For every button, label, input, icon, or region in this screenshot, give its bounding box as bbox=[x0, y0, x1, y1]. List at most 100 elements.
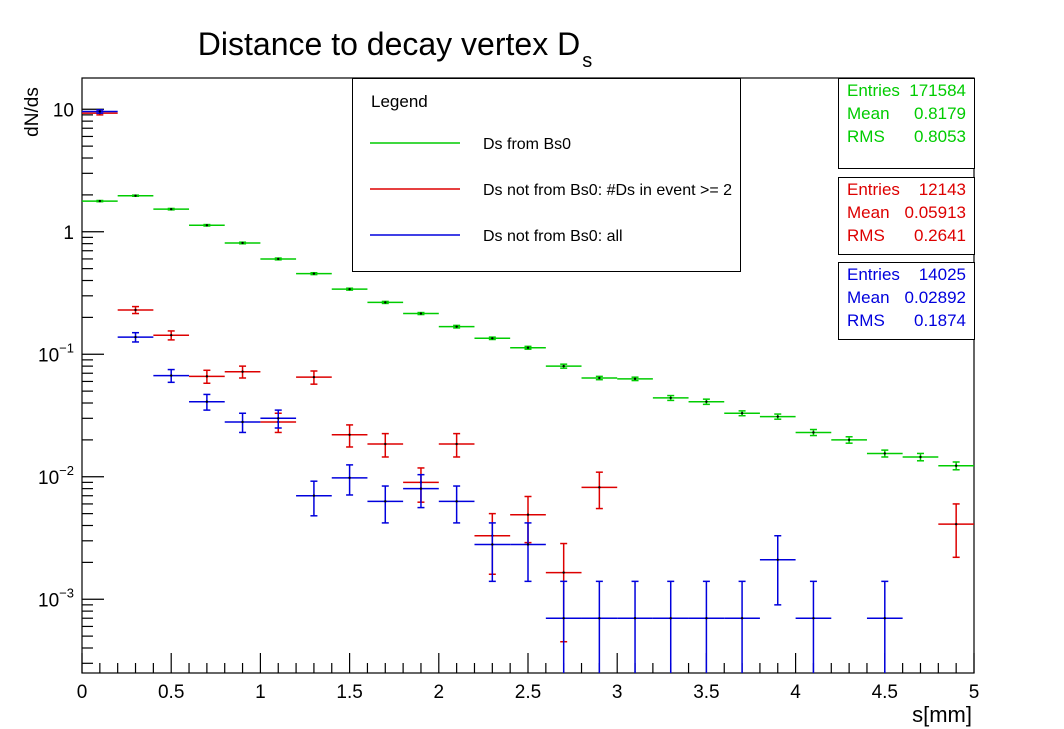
data-point bbox=[438, 432, 475, 458]
marker bbox=[954, 522, 958, 526]
marker bbox=[205, 375, 209, 378]
stats-value: 171584 bbox=[909, 81, 966, 100]
data-point bbox=[82, 109, 118, 114]
marker bbox=[277, 417, 280, 420]
x-tick-label: 2 bbox=[434, 682, 445, 703]
x-tick-label: 3.5 bbox=[693, 682, 719, 703]
marker bbox=[384, 442, 387, 446]
stats-box-3: Entries 14025 Mean 0.02892 RMS 0.1874 bbox=[838, 262, 975, 340]
data-point bbox=[153, 207, 190, 211]
data-point bbox=[581, 580, 618, 673]
data-point bbox=[296, 271, 332, 276]
marker bbox=[812, 431, 815, 434]
data-point bbox=[545, 580, 582, 673]
marker bbox=[241, 241, 244, 245]
data-point bbox=[474, 522, 511, 583]
marker bbox=[455, 442, 458, 446]
marker bbox=[491, 337, 494, 340]
axes: 0 0.5 1 1.5 2 2.5 3 3.5 4 4.5 5 10 1 10−1 10−2 10−3 bbox=[38, 100, 979, 703]
marker bbox=[348, 476, 351, 480]
marker bbox=[776, 558, 779, 561]
stats-value: 0.2641 bbox=[914, 226, 966, 245]
stats-value: 0.8053 bbox=[914, 127, 966, 146]
marker bbox=[170, 374, 173, 377]
data-point bbox=[296, 480, 332, 517]
marker bbox=[455, 325, 458, 328]
data-point bbox=[581, 471, 618, 510]
series-layer bbox=[82, 109, 974, 673]
data-point bbox=[831, 436, 867, 444]
data-point bbox=[617, 376, 653, 382]
data-point bbox=[688, 580, 725, 673]
data-point bbox=[866, 449, 903, 458]
marker bbox=[883, 617, 886, 620]
stats-key: Entries bbox=[847, 81, 900, 100]
data-point bbox=[438, 485, 475, 524]
stats-key: RMS bbox=[847, 311, 885, 330]
stats-row: Entries 171584 bbox=[839, 79, 974, 102]
series-2 bbox=[82, 110, 974, 643]
stats-row: Mean 0.05913 bbox=[839, 201, 974, 224]
marker bbox=[954, 464, 958, 467]
marker bbox=[526, 513, 530, 516]
marker bbox=[98, 199, 102, 203]
marker bbox=[455, 500, 458, 503]
stats-value: 0.05913 bbox=[904, 203, 966, 222]
stats-row: Entries 12143 bbox=[839, 178, 974, 201]
x-tick-label: 4.5 bbox=[872, 682, 898, 703]
marker bbox=[598, 486, 601, 489]
stats-key: Mean bbox=[847, 288, 890, 307]
data-point bbox=[367, 432, 404, 458]
marker bbox=[241, 420, 244, 424]
data-point bbox=[82, 199, 118, 203]
data-point bbox=[224, 412, 261, 434]
marker bbox=[847, 438, 851, 442]
x-tick-label: 0 bbox=[77, 682, 88, 703]
stats-row: RMS 0.2641 bbox=[839, 224, 974, 247]
legend-label: Ds not from Bs0: all bbox=[483, 228, 623, 245]
data-point bbox=[438, 324, 475, 329]
y-axis-label: dN/ds bbox=[22, 87, 43, 137]
data-point bbox=[296, 370, 332, 385]
x-tick-label: 0.5 bbox=[158, 682, 184, 703]
marker bbox=[205, 224, 209, 227]
stats-row: RMS 0.1874 bbox=[839, 309, 974, 332]
data-point bbox=[938, 503, 974, 559]
marker bbox=[669, 396, 672, 400]
data-point bbox=[331, 287, 368, 291]
marker bbox=[562, 617, 565, 620]
marker bbox=[134, 308, 137, 312]
marker bbox=[170, 207, 173, 211]
marker bbox=[526, 346, 530, 349]
data-point bbox=[367, 485, 404, 524]
stats-value: 12143 bbox=[918, 180, 966, 199]
stats-key: Entries bbox=[847, 265, 900, 284]
legend-title: Legend bbox=[371, 92, 428, 111]
data-point bbox=[260, 409, 297, 429]
marker bbox=[384, 500, 387, 503]
marker bbox=[598, 376, 601, 380]
marker bbox=[134, 335, 137, 339]
marker bbox=[812, 617, 815, 620]
stats-key: Mean bbox=[847, 203, 890, 222]
marker bbox=[526, 543, 530, 546]
data-point bbox=[617, 580, 653, 673]
stats-row: Entries 14025 bbox=[839, 263, 974, 286]
marker bbox=[740, 412, 744, 415]
data-point bbox=[331, 464, 368, 496]
stats-key: Mean bbox=[847, 104, 890, 123]
marker bbox=[633, 617, 637, 620]
data-point bbox=[652, 394, 689, 402]
x-tick-label: 3 bbox=[612, 682, 623, 703]
legend: Legend Ds from Bs0 Ds not from Bs0: #Ds i… bbox=[352, 78, 741, 272]
data-point bbox=[260, 257, 297, 261]
stats-value: 14025 bbox=[918, 265, 966, 284]
data-point bbox=[403, 311, 439, 316]
marker bbox=[633, 377, 637, 381]
data-point bbox=[688, 398, 725, 406]
data-point bbox=[545, 363, 582, 369]
data-point bbox=[759, 413, 796, 420]
data-point bbox=[759, 534, 796, 606]
y-tick-label: 10 bbox=[53, 100, 74, 121]
